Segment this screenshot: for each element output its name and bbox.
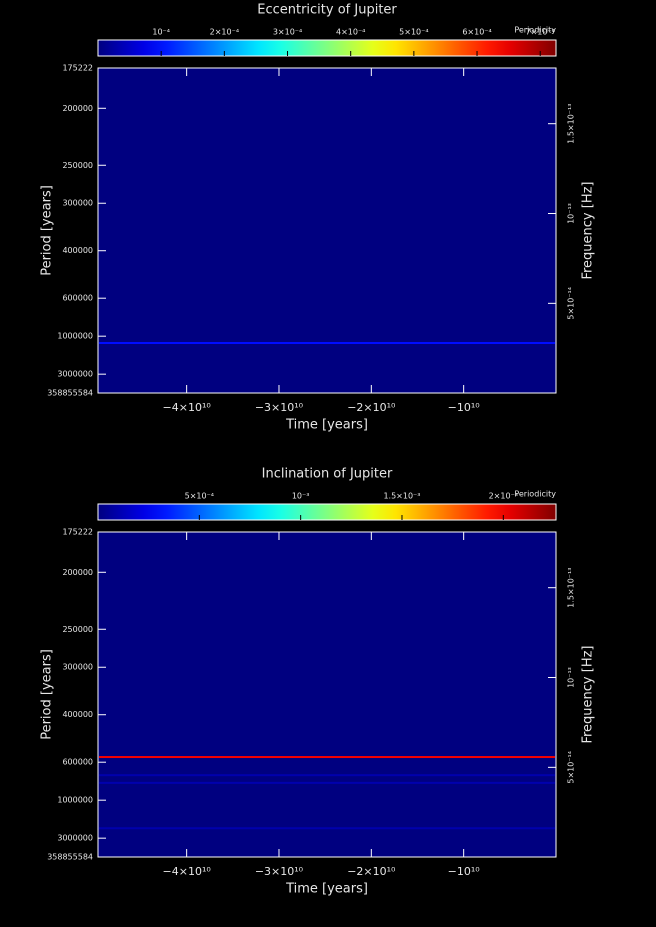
y-tick-label: 600000 [62,758,93,767]
x-tick-label: −4×10¹⁰ [163,865,212,878]
x-tick-label: −2×10¹⁰ [347,401,396,414]
y-tick-label: 250000 [62,161,93,170]
colorbar-tick-label: 10⁻⁴ [152,28,170,37]
plot-area [97,67,557,394]
y2-tick-label: 10⁻¹³ [567,203,576,224]
plot-area [97,531,557,858]
x-axis-title: Time [years] [285,882,368,897]
colorbar-tick-label: 4×10⁻⁴ [336,28,365,37]
colorbar-tick-label: 2×10⁻³ [489,492,518,501]
spectral-band [99,774,555,777]
y-tick-label: 358855584 [47,389,93,398]
x-tick-label: −10¹⁰ [448,401,481,414]
colorbar-tick-label: 6×10⁻⁴ [462,28,491,37]
x-tick-label: −3×10¹⁰ [255,401,304,414]
y2-axis-title: Frequency [Hz] [581,645,596,743]
y-tick-label: 175222 [62,528,93,537]
y2-tick-label: 10⁻¹³ [567,667,576,688]
colorbar-label: Periodicity [514,26,556,35]
y2-tick-label: 5×10⁻¹⁴ [567,751,576,784]
spectral-band [99,756,555,759]
colorbar-tick-label: 5×10⁻⁴ [185,492,214,501]
y2-tick-label: 1.5×10⁻¹³ [567,568,576,608]
colorbar-tick-label: 1.5×10⁻³ [383,492,420,501]
colorbar [97,503,557,521]
y-tick-label: 200000 [62,104,93,113]
y-tick-label: 175222 [62,64,93,73]
spectral-band [99,827,555,830]
y-tick-label: 400000 [62,246,93,255]
x-tick-label: −4×10¹⁰ [163,401,212,414]
y2-axis-title: Frequency [Hz] [581,181,596,279]
colorbar-tick-label: 2×10⁻⁴ [210,28,239,37]
colorbar-label: Periodicity [514,490,556,499]
y-tick-label: 300000 [62,663,93,672]
x-tick-label: −2×10¹⁰ [347,865,396,878]
y-tick-label: 200000 [62,568,93,577]
x-axis-title: Time [years] [285,418,368,433]
y-tick-label: 300000 [62,199,93,208]
spectral-band [99,781,555,784]
y-tick-label: 600000 [62,294,93,303]
y-tick-label: 400000 [62,710,93,719]
y-axis-title: Period [years] [40,185,55,276]
y2-tick-label: 1.5×10⁻¹³ [567,104,576,144]
chart-title: Eccentricity of Jupiter [257,3,397,18]
y-tick-label: 1000000 [57,332,93,341]
y2-tick-label: 5×10⁻¹⁴ [567,287,576,320]
y-tick-label: 1000000 [57,796,93,805]
x-tick-label: −10¹⁰ [448,865,481,878]
y-tick-label: 250000 [62,625,93,634]
colorbar-tick-label: 5×10⁻⁴ [399,28,428,37]
y-tick-label: 358855584 [47,853,93,862]
colorbar [97,39,557,57]
colorbar-tick-label: 10⁻³ [292,492,310,501]
x-tick-label: −3×10¹⁰ [255,865,304,878]
y-tick-label: 3000000 [57,834,93,843]
colorbar-tick-label: 7×10⁻⁴ [526,28,555,37]
chart-title: Inclination of Jupiter [262,467,393,482]
colorbar-tick-label: 3×10⁻⁴ [273,28,302,37]
y-tick-label: 3000000 [57,370,93,379]
spectral-band [99,342,555,345]
y-axis-title: Period [years] [40,649,55,740]
